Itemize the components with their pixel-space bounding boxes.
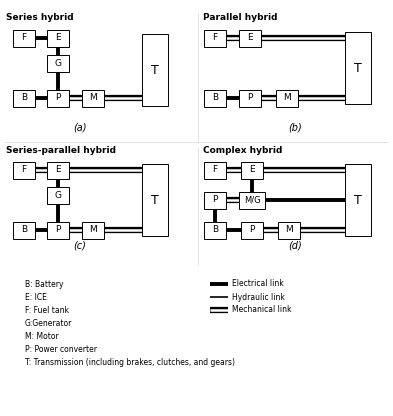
Bar xyxy=(142,34,168,106)
Text: B: B xyxy=(212,94,218,102)
Text: B: B xyxy=(21,225,27,235)
Text: M: M xyxy=(89,225,97,235)
Bar xyxy=(47,161,69,178)
Text: E: ICE: E: ICE xyxy=(25,293,47,302)
Text: (c): (c) xyxy=(73,240,86,250)
Text: T: T xyxy=(354,193,362,206)
Bar xyxy=(82,89,104,106)
Text: P: P xyxy=(212,196,218,205)
Bar xyxy=(13,161,35,178)
Bar xyxy=(13,89,35,106)
Bar xyxy=(142,164,168,236)
Text: M: M xyxy=(283,94,291,102)
Text: E: E xyxy=(55,34,61,42)
Text: Electrical link: Electrical link xyxy=(232,280,284,289)
Text: P: P xyxy=(249,225,255,235)
Text: T: T xyxy=(151,64,159,77)
Text: Series-parallel hybrid: Series-parallel hybrid xyxy=(6,146,116,155)
Bar xyxy=(241,221,263,238)
Bar xyxy=(241,161,263,178)
Text: P: P xyxy=(247,94,253,102)
Bar xyxy=(204,161,226,178)
Text: M/G: M/G xyxy=(244,196,260,205)
Bar xyxy=(82,221,104,238)
Text: P: P xyxy=(55,94,61,102)
Bar xyxy=(204,30,226,47)
Text: (b): (b) xyxy=(288,122,302,132)
Text: M: Motor: M: Motor xyxy=(25,332,59,341)
Text: B: B xyxy=(21,94,27,102)
Text: Complex hybrid: Complex hybrid xyxy=(203,146,283,155)
Text: T: T xyxy=(354,62,362,74)
Bar xyxy=(276,89,298,106)
Bar xyxy=(47,186,69,203)
Bar xyxy=(239,89,261,106)
Text: Series hybrid: Series hybrid xyxy=(6,13,73,22)
Bar xyxy=(47,30,69,47)
Text: P: P xyxy=(55,225,61,235)
Bar xyxy=(47,89,69,106)
Text: F: F xyxy=(213,166,218,174)
Bar xyxy=(239,30,261,47)
Bar xyxy=(204,221,226,238)
Text: B: Battery: B: Battery xyxy=(25,280,64,289)
Text: F: Fuel tank: F: Fuel tank xyxy=(25,306,69,315)
Text: (a): (a) xyxy=(73,122,87,132)
Text: E: E xyxy=(247,34,253,42)
Bar xyxy=(47,54,69,72)
Bar xyxy=(13,221,35,238)
Text: M: M xyxy=(285,225,293,235)
Bar xyxy=(13,30,35,47)
Text: B: B xyxy=(212,225,218,235)
Text: F: F xyxy=(22,34,27,42)
Text: (d): (d) xyxy=(288,240,302,250)
Text: G: G xyxy=(55,59,61,67)
Text: Hydraulic link: Hydraulic link xyxy=(232,292,285,302)
Text: F: F xyxy=(22,166,27,174)
Text: M: M xyxy=(89,94,97,102)
Text: Parallel hybrid: Parallel hybrid xyxy=(203,13,277,22)
Bar xyxy=(345,164,371,236)
Text: E: E xyxy=(55,166,61,174)
Text: P: Power converter: P: Power converter xyxy=(25,345,97,354)
Bar xyxy=(204,89,226,106)
Bar xyxy=(278,221,300,238)
Text: F: F xyxy=(213,34,218,42)
Text: T: T xyxy=(151,193,159,206)
Bar xyxy=(345,32,371,104)
Bar xyxy=(239,191,265,208)
Text: G: G xyxy=(55,191,61,200)
Text: Mechanical link: Mechanical link xyxy=(232,305,292,314)
Text: E: E xyxy=(249,166,255,174)
Bar xyxy=(47,221,69,238)
Text: G:Generator: G:Generator xyxy=(25,319,72,328)
Text: T: Transmission (including brakes, clutches, and gears): T: Transmission (including brakes, clutc… xyxy=(25,358,235,367)
Bar xyxy=(204,191,226,208)
